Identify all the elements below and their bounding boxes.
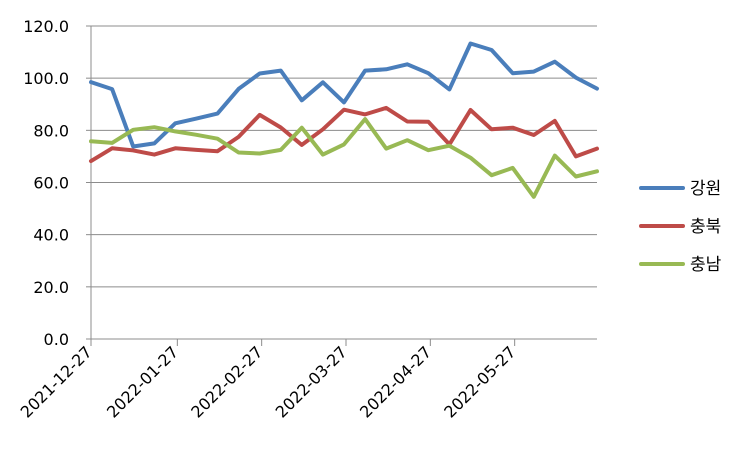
series-line-1 <box>89 41 599 149</box>
gridlines <box>91 25 597 288</box>
legend-label: 충북 <box>690 217 721 237</box>
legend-label: 강원 <box>690 179 721 199</box>
x-tick-label: 2021-12-27 <box>17 342 96 421</box>
x-tick-label: 2022-04-27 <box>356 342 435 421</box>
y-tick-label: 0.0 <box>44 330 69 349</box>
y-tick-label: 80.0 <box>33 121 69 140</box>
x-tick-label: 2022-05-27 <box>440 342 519 421</box>
series-lines <box>89 41 599 199</box>
y-tick-labels: 0.0 20.0 40.0 60.0 80.0 100.0 120.0 <box>23 17 69 349</box>
legend-label: 충남 <box>690 255 722 275</box>
series-line-3 <box>89 117 599 199</box>
axes <box>86 25 597 346</box>
y-tick-label: 120.0 <box>23 17 69 36</box>
x-tick-label: 2022-02-27 <box>187 342 266 421</box>
x-tick-label: 2022-03-27 <box>272 342 351 421</box>
y-tick-label: 20.0 <box>33 278 69 297</box>
y-tick-label: 100.0 <box>23 69 69 88</box>
y-tick-label: 40.0 <box>33 226 69 245</box>
x-tick-labels: 2021-12-27 2022-01-27 2022-02-27 2022-03-27… <box>17 342 520 421</box>
series-line-2 <box>89 105 599 164</box>
x-tick-label: 2022-01-27 <box>103 342 182 421</box>
y-tick-label: 60.0 <box>33 174 69 193</box>
